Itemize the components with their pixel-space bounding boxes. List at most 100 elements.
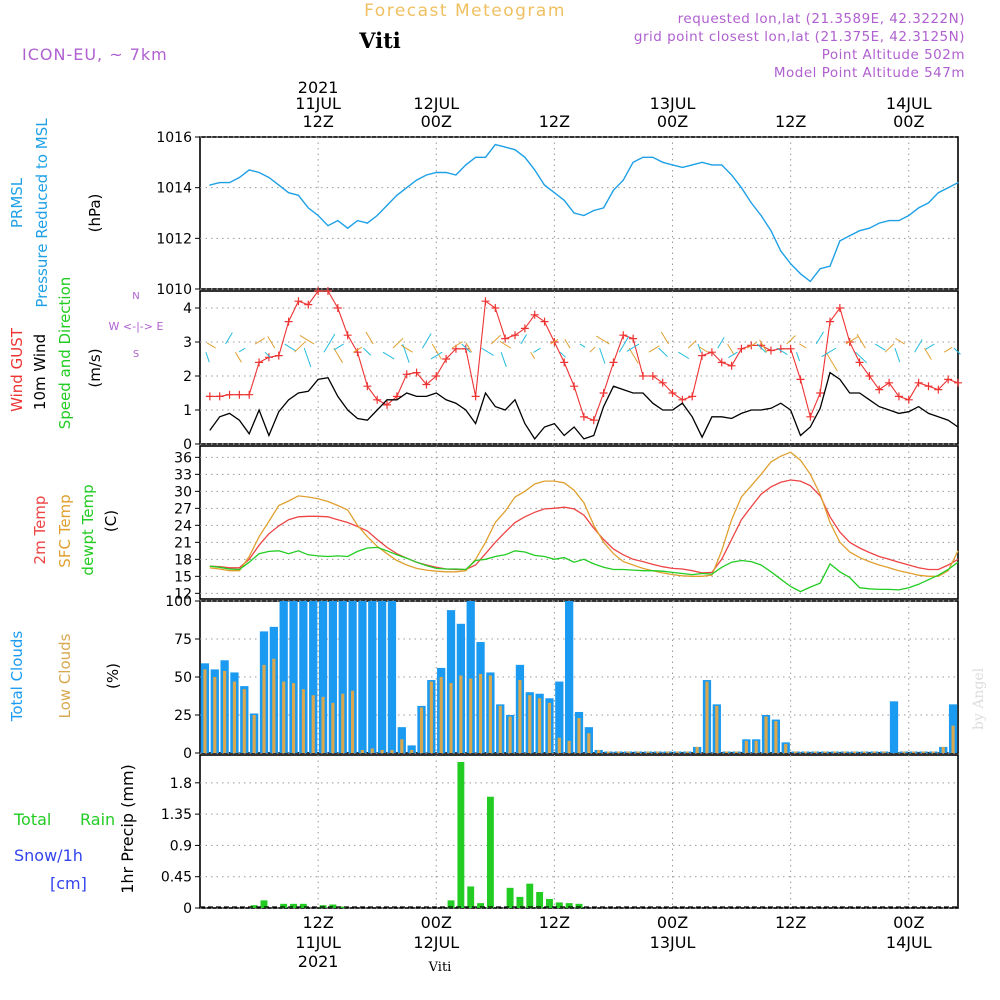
rain-bar [329, 904, 337, 908]
rain-bar [447, 900, 455, 908]
wind-direction-arrow [225, 332, 233, 345]
wind-direction-arrow [421, 333, 432, 349]
top-date-label: 14JUL [886, 94, 932, 113]
watermark: by Angel [971, 667, 987, 730]
temp-2m-line [209, 479, 959, 574]
pressure-point [957, 182, 959, 184]
wind-direction-arrow [728, 351, 738, 359]
low-cloud-bar [675, 751, 680, 753]
wind-direction-arrow [234, 351, 242, 363]
wind-direction-arrow [254, 337, 265, 345]
pressure-point [514, 149, 516, 151]
wind-direction-arrow [431, 343, 442, 360]
low-cloud-bar [429, 681, 433, 753]
pressure-point [681, 166, 683, 168]
wind-direction-arrow [499, 340, 512, 349]
low-cloud-bar [734, 751, 739, 753]
pressure-point [534, 169, 536, 171]
top-year-label: 2021 [298, 78, 339, 97]
total-cloud-bar [279, 601, 288, 753]
temp2m-axis-label: 2m Temp [31, 496, 49, 565]
pressure-line [209, 143, 959, 283]
panel-frame-precip [199, 754, 959, 909]
total-cloud-bar [407, 745, 416, 753]
wind-gust-marker [954, 378, 962, 387]
pressure-point [711, 164, 713, 166]
top-date-label: 11JUL [295, 94, 341, 113]
pressure-point [278, 184, 280, 186]
wind-gust-marker [796, 375, 805, 384]
wind-gust-marker [274, 351, 283, 360]
wind-gust-marker [383, 400, 392, 409]
bottom-hour-label: 12Z [775, 913, 806, 932]
wind-direction-arrow [678, 351, 690, 360]
wind-gust-marker [806, 412, 815, 421]
requested-coords: requested lon,lat (21.3589E, 42.3222N) [678, 11, 965, 27]
wind-direction-arrow [727, 343, 735, 355]
y-tick-label: 36 [174, 450, 192, 466]
dewpoint-line [209, 546, 959, 593]
pressure-point [652, 156, 654, 158]
low-cloud-bar [351, 690, 355, 753]
low-cloud-bar [754, 740, 758, 753]
y-tick-label: 33 [174, 467, 192, 483]
pressure-point [327, 225, 329, 227]
pressure-point [465, 164, 467, 166]
wind-gust-marker [648, 372, 657, 380]
low-cloud-bar [538, 698, 542, 753]
low-cloud-bar [872, 751, 876, 753]
bottom-date-label: 11JUL [295, 933, 341, 952]
y-tick-label: 0.9 [170, 838, 192, 854]
wind-direction-arrow [500, 352, 507, 368]
pressure-point [475, 156, 477, 158]
y-tick-label: 1016 [156, 130, 192, 146]
pressure-point [898, 220, 900, 222]
wind-direction-arrow [660, 331, 669, 345]
wind-direction-arrow [353, 346, 363, 353]
total-cloud-bar [368, 601, 377, 753]
low-cloud-bar [695, 746, 699, 753]
total-cloud-bar [348, 601, 357, 753]
temp-sfc-line [209, 451, 959, 577]
wind-direction-arrow [648, 345, 660, 353]
wind-gust-marker [225, 390, 234, 399]
wind-direction-arrow [687, 340, 697, 349]
pressure-point [248, 169, 250, 171]
snow-legend-label: Snow/1h [14, 846, 83, 865]
pressure-point [425, 174, 428, 176]
wind-direction-arrow [559, 351, 566, 358]
y-tick-label: 25 [174, 708, 192, 724]
pressure-point [287, 192, 290, 194]
wind-direction-arrow [747, 341, 758, 349]
low-cloud-bar [291, 683, 296, 753]
low-cloud-bar [902, 751, 906, 753]
low-cloud-bar [311, 695, 315, 753]
wind-direction-arrow [815, 331, 825, 345]
y-tick-label: 15 [174, 569, 192, 585]
pressure-point [622, 179, 624, 181]
wind-gust-marker [501, 334, 510, 343]
wind-gust-marker [530, 310, 539, 319]
location-title: Viti [358, 28, 401, 53]
wind-gust-marker [619, 331, 628, 340]
top-date-label: 12JUL [413, 94, 459, 113]
y-tick-label: 75 [174, 632, 192, 648]
wind-direction-arrow [333, 343, 344, 351]
wind-gust-marker [855, 358, 864, 367]
compass-west-east: W <-|-> E [109, 320, 164, 333]
low-cloud-bar [449, 683, 453, 753]
y-tick-label: 1.8 [170, 776, 192, 792]
pressure-point [819, 268, 821, 270]
low-cloud-bar [685, 751, 689, 753]
pressure-point [790, 263, 792, 265]
dewpt-axis-label: dewpt Temp [79, 484, 97, 575]
pressure-point [662, 161, 664, 163]
wind-gust-marker [412, 368, 421, 377]
wind-unit-label: (m/s) [86, 348, 104, 387]
wind-direction-arrow [759, 339, 768, 353]
wind-direction-arrow [451, 341, 463, 349]
wind-gust-marker [432, 372, 441, 380]
bottom-date-label: 12JUL [413, 933, 459, 952]
wind-direction-arrow [596, 335, 610, 345]
